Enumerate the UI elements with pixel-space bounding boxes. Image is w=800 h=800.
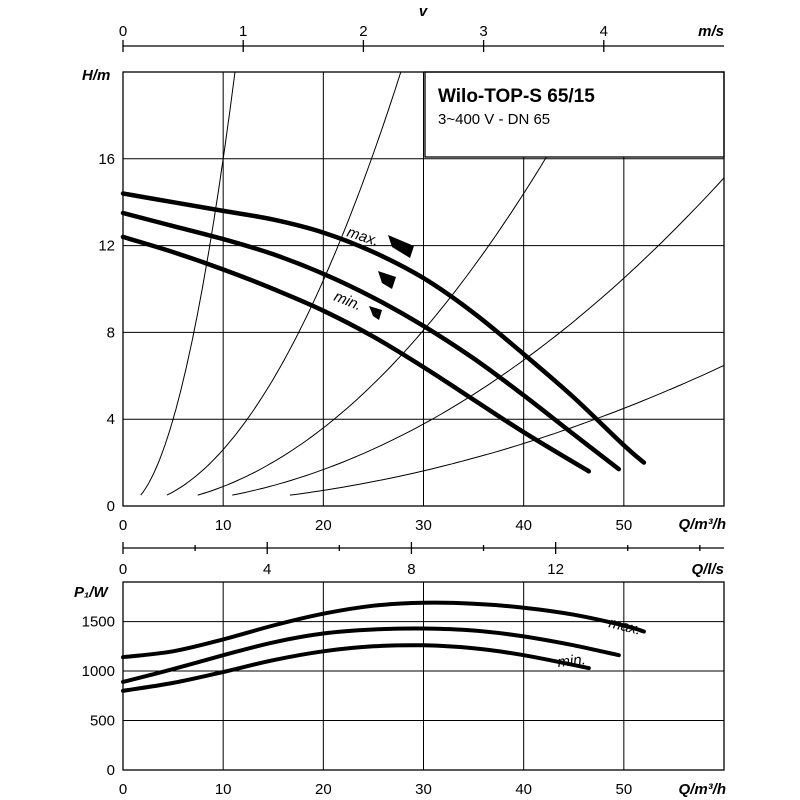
system-curve <box>166 72 402 496</box>
head-plot-frame <box>122 71 725 507</box>
speed-mid-icon <box>378 271 396 289</box>
velocity-axis-unit: m/s <box>698 23 724 40</box>
system-curve <box>197 72 596 496</box>
velocity-axis-label: v <box>419 3 429 20</box>
flow-ls-tick-label: 8 <box>407 561 415 578</box>
power-curve-min <box>121 643 591 693</box>
head-x-tick-label: 40 <box>515 517 532 534</box>
head-curve-min <box>120 234 592 474</box>
system-curve <box>140 72 236 496</box>
head-x-tick-label: 30 <box>415 517 432 534</box>
power-curve-max <box>121 600 646 660</box>
head-y-tick-label: 8 <box>107 324 115 341</box>
head-y-tick-label: 12 <box>98 238 115 255</box>
flow-ls-tick-label: 4 <box>263 561 271 578</box>
velocity-tick-label: 0 <box>119 23 127 40</box>
system-curve <box>289 364 724 496</box>
power-x-tick-label: 20 <box>315 781 332 798</box>
speed-max-icon <box>388 235 414 258</box>
head-curve-max <box>120 191 647 465</box>
velocity-tick-label: 2 <box>359 23 367 40</box>
flow-ls-tick-label: 0 <box>119 561 127 578</box>
head-y-axis-label: H/m <box>82 67 110 84</box>
velocity-tick-label: 3 <box>479 23 487 40</box>
power-label-max: max. <box>607 614 643 638</box>
power-x-tick-label: 0 <box>119 781 127 798</box>
power-y-tick-label: 1000 <box>82 663 115 680</box>
power-x-tick-label: 10 <box>215 781 232 798</box>
head-x-tick-label: 50 <box>615 517 632 534</box>
power-y-axis-label: P₁/W <box>74 584 109 601</box>
head-x-tick-label: 0 <box>119 517 127 534</box>
velocity-tick-label: 1 <box>239 23 247 40</box>
power-x-tick-label: 40 <box>515 781 532 798</box>
power-y-tick-label: 0 <box>107 762 115 779</box>
head-x-tick-label: 10 <box>215 517 232 534</box>
speed-min-icon <box>369 306 382 320</box>
power-plot-frame <box>122 581 725 771</box>
power-y-tick-label: 1500 <box>82 614 115 631</box>
head-x-axis-label: Q/m³/h <box>679 516 727 533</box>
title-box <box>424 71 725 158</box>
head-x-tick-label: 20 <box>315 517 332 534</box>
head-y-tick-label: 4 <box>107 411 115 428</box>
head-y-tick-label: 0 <box>107 498 115 515</box>
head-curve-mid <box>120 210 622 472</box>
power-curve-mid <box>121 626 621 684</box>
flow-ls-tick-label: 12 <box>547 561 564 578</box>
flow-ls-axis: 0 4 8 12 Q/l/s <box>119 542 724 578</box>
velocity-tick-label: 4 <box>600 23 608 40</box>
power-x-tick-label: 50 <box>615 781 632 798</box>
chart-title: Wilo-TOP-S 65/15 <box>438 86 595 107</box>
power-y-tick-label: 500 <box>90 713 115 730</box>
system-curve <box>232 177 724 496</box>
chart-subtitle: 3~400 V - DN 65 <box>438 111 550 128</box>
power-x-axis-label: Q/m³/h <box>679 781 727 798</box>
head-y-tick-label: 16 <box>98 151 115 168</box>
velocity-axis: v 0 1 2 3 4 m/s <box>119 3 724 52</box>
flow-ls-axis-unit: Q/l/s <box>691 561 724 578</box>
power-chart: 0 500 1000 1500 0 10 20 30 40 50 P₁/W Q/m³/h max… <box>74 581 727 798</box>
power-label-min: min. <box>557 651 587 671</box>
power-x-tick-label: 30 <box>415 781 432 798</box>
head-chart: Wilo-TOP-S 65/15 3~400 V - DN 65 0 4 8 12 16… <box>82 67 726 534</box>
